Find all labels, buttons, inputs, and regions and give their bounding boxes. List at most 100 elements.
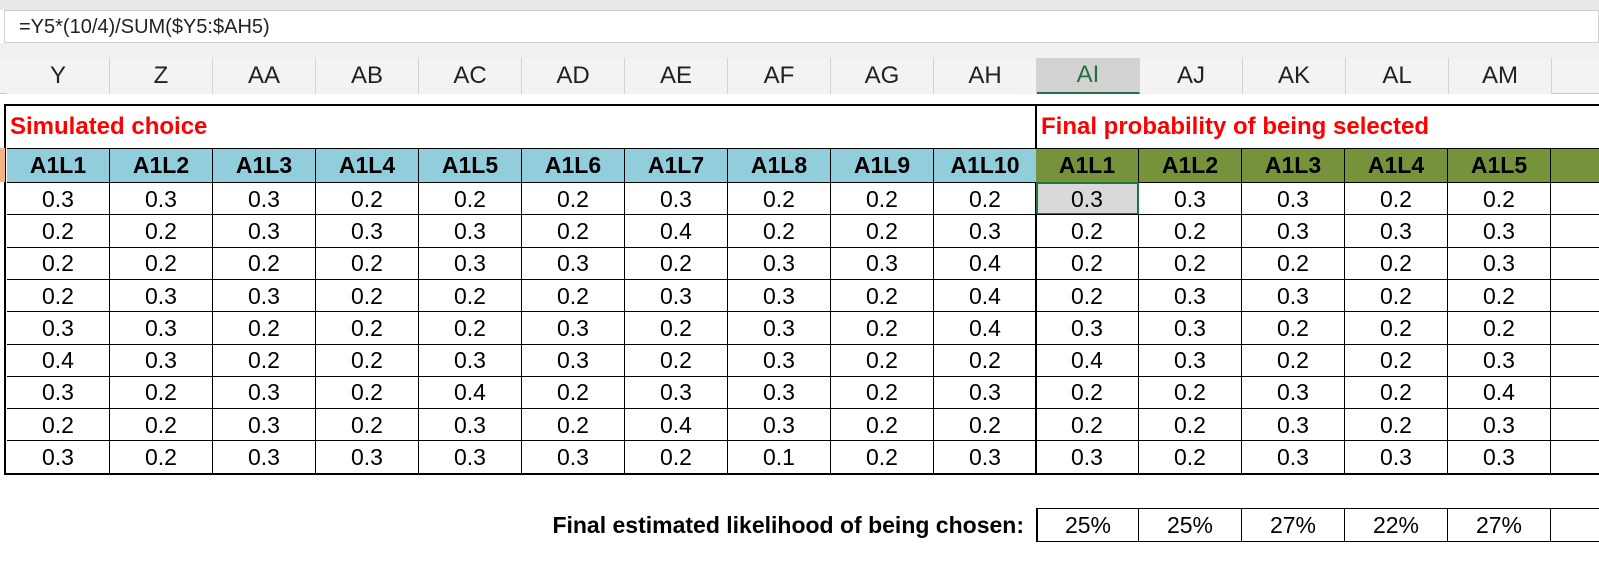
data-cell[interactable]: 0.3 — [625, 278, 728, 313]
data-cell[interactable]: 0.2 — [1345, 375, 1448, 410]
data-cell[interactable]: 0.2 — [522, 214, 625, 248]
data-cell[interactable]: 0.2 — [7, 246, 110, 280]
data-cell[interactable]: 0.3 — [316, 440, 419, 474]
data-cell[interactable]: 0.3 — [7, 375, 110, 410]
data-cell[interactable]: 0.3 — [1139, 278, 1242, 313]
data-cell[interactable]: 0.2 — [1345, 343, 1448, 377]
data-cell[interactable]: 0.3 — [934, 440, 1037, 474]
data-cell[interactable]: 0.3 — [728, 408, 831, 442]
data-cell[interactable]: 0.2 — [110, 408, 213, 442]
data-cell[interactable] — [1551, 246, 1599, 280]
data-cell[interactable]: 0.2 — [1345, 311, 1448, 345]
column-header[interactable]: AB — [316, 58, 419, 94]
data-cell[interactable]: 0.3 — [1242, 440, 1345, 474]
data-cell[interactable]: 0.3 — [728, 375, 831, 410]
data-cell[interactable]: 0.2 — [7, 278, 110, 313]
data-cell[interactable]: 0.2 — [934, 182, 1037, 216]
data-cell[interactable]: 0.2 — [1448, 278, 1551, 313]
data-cell[interactable]: 0.2 — [1036, 408, 1139, 442]
data-cell[interactable]: 0.2 — [831, 343, 934, 377]
data-cell[interactable]: 0.3 — [110, 311, 213, 345]
column-header[interactable]: AK — [1243, 58, 1346, 94]
data-cell[interactable]: 0.2 — [522, 408, 625, 442]
data-cell[interactable]: 0.3 — [1448, 343, 1551, 377]
data-cell[interactable]: 0.2 — [1242, 343, 1345, 377]
data-cell[interactable]: 0.2 — [419, 182, 522, 216]
data-cell[interactable]: 0.3 — [7, 311, 110, 345]
data-cell[interactable]: 0.3 — [7, 440, 110, 474]
data-cell[interactable]: 0.2 — [1345, 246, 1448, 280]
data-cell[interactable]: 0.2 — [831, 375, 934, 410]
data-cell[interactable]: 0.3 — [419, 214, 522, 248]
data-cell[interactable]: 0.3 — [1242, 214, 1345, 248]
data-cell[interactable]: 0.2 — [419, 311, 522, 345]
data-cell[interactable]: 0.2 — [625, 311, 728, 345]
data-cell[interactable]: 0.2 — [831, 214, 934, 248]
data-cell[interactable]: 0.3 — [1448, 440, 1551, 474]
data-cell[interactable]: 0.2 — [831, 440, 934, 474]
data-cell[interactable]: 0.2 — [1242, 246, 1345, 280]
data-cell[interactable]: 0.3 — [213, 440, 316, 474]
data-cell[interactable]: 0.3 — [1139, 182, 1242, 216]
data-cell[interactable]: 0.3 — [1448, 246, 1551, 280]
data-cell[interactable]: 0.4 — [934, 278, 1037, 313]
data-cell[interactable]: 0.3 — [110, 182, 213, 216]
formula-bar[interactable]: =Y5*(10/4)/SUM($Y5:$AH5) — [4, 10, 1599, 43]
data-cell[interactable]: 0.2 — [625, 246, 728, 280]
data-cell[interactable]: 0.2 — [316, 278, 419, 313]
data-cell[interactable]: 0.2 — [1036, 246, 1139, 280]
data-cell[interactable]: 0.3 — [316, 214, 419, 248]
data-cell[interactable]: 0.3 — [625, 182, 728, 216]
data-cell[interactable]: 0.2 — [316, 311, 419, 345]
data-cell[interactable]: 0.2 — [625, 343, 728, 377]
data-cell[interactable]: 0.2 — [1139, 440, 1242, 474]
data-cell[interactable]: 0.2 — [316, 246, 419, 280]
data-cell[interactable]: 0.2 — [7, 408, 110, 442]
data-cell[interactable]: 0.3 — [831, 246, 934, 280]
data-cell[interactable]: 0.3 — [934, 375, 1037, 410]
data-cell[interactable]: 0.2 — [110, 440, 213, 474]
data-cell[interactable]: 0.3 — [1036, 182, 1139, 216]
data-cell[interactable]: 0.2 — [7, 214, 110, 248]
column-header[interactable]: Z — [110, 58, 213, 94]
data-cell[interactable]: 0.3 — [1448, 214, 1551, 248]
data-cell[interactable] — [1551, 440, 1599, 473]
data-cell[interactable]: 0.3 — [213, 182, 316, 216]
data-cell[interactable]: 0.4 — [1448, 375, 1551, 410]
data-cell[interactable] — [1551, 311, 1599, 344]
data-cell[interactable]: 0.3 — [522, 440, 625, 474]
data-cell[interactable]: 0.2 — [934, 343, 1037, 377]
data-cell[interactable]: 0.3 — [419, 440, 522, 474]
data-cell[interactable]: 0.2 — [110, 214, 213, 248]
data-cell[interactable]: 0.2 — [728, 214, 831, 248]
data-cell[interactable]: 0.3 — [110, 343, 213, 377]
column-header[interactable]: AF — [728, 58, 831, 94]
column-header[interactable]: AD — [522, 58, 625, 94]
data-cell[interactable]: 0.2 — [316, 375, 419, 410]
data-cell[interactable]: 0.2 — [213, 246, 316, 280]
data-cell[interactable]: 0.2 — [419, 278, 522, 313]
data-cell[interactable] — [1551, 408, 1599, 441]
data-cell[interactable] — [1551, 182, 1599, 215]
data-cell[interactable]: 0.3 — [1448, 408, 1551, 442]
data-cell[interactable]: 0.2 — [1242, 311, 1345, 345]
data-cell[interactable]: 0.2 — [522, 278, 625, 313]
data-cell[interactable]: 0.4 — [625, 408, 728, 442]
column-header[interactable]: AA — [213, 58, 316, 94]
data-cell[interactable]: 0.3 — [213, 214, 316, 248]
data-cell[interactable]: 0.3 — [1242, 408, 1345, 442]
data-cell[interactable]: 0.3 — [213, 408, 316, 442]
data-cell[interactable]: 0.4 — [934, 246, 1037, 280]
data-cell[interactable]: 0.2 — [831, 278, 934, 313]
data-cell[interactable]: 0.2 — [831, 182, 934, 216]
data-cell[interactable]: 0.2 — [1036, 278, 1139, 313]
column-header[interactable]: AM — [1449, 58, 1552, 94]
data-cell[interactable]: 0.2 — [625, 440, 728, 474]
data-cell[interactable]: 0.2 — [213, 343, 316, 377]
data-cell[interactable]: 0.2 — [934, 408, 1037, 442]
data-cell[interactable]: 0.4 — [934, 311, 1037, 345]
column-header[interactable]: AL — [1346, 58, 1449, 94]
data-cell[interactable]: 0.3 — [1139, 311, 1242, 345]
data-cell[interactable]: 0.4 — [7, 343, 110, 377]
data-cell[interactable]: 0.3 — [728, 343, 831, 377]
